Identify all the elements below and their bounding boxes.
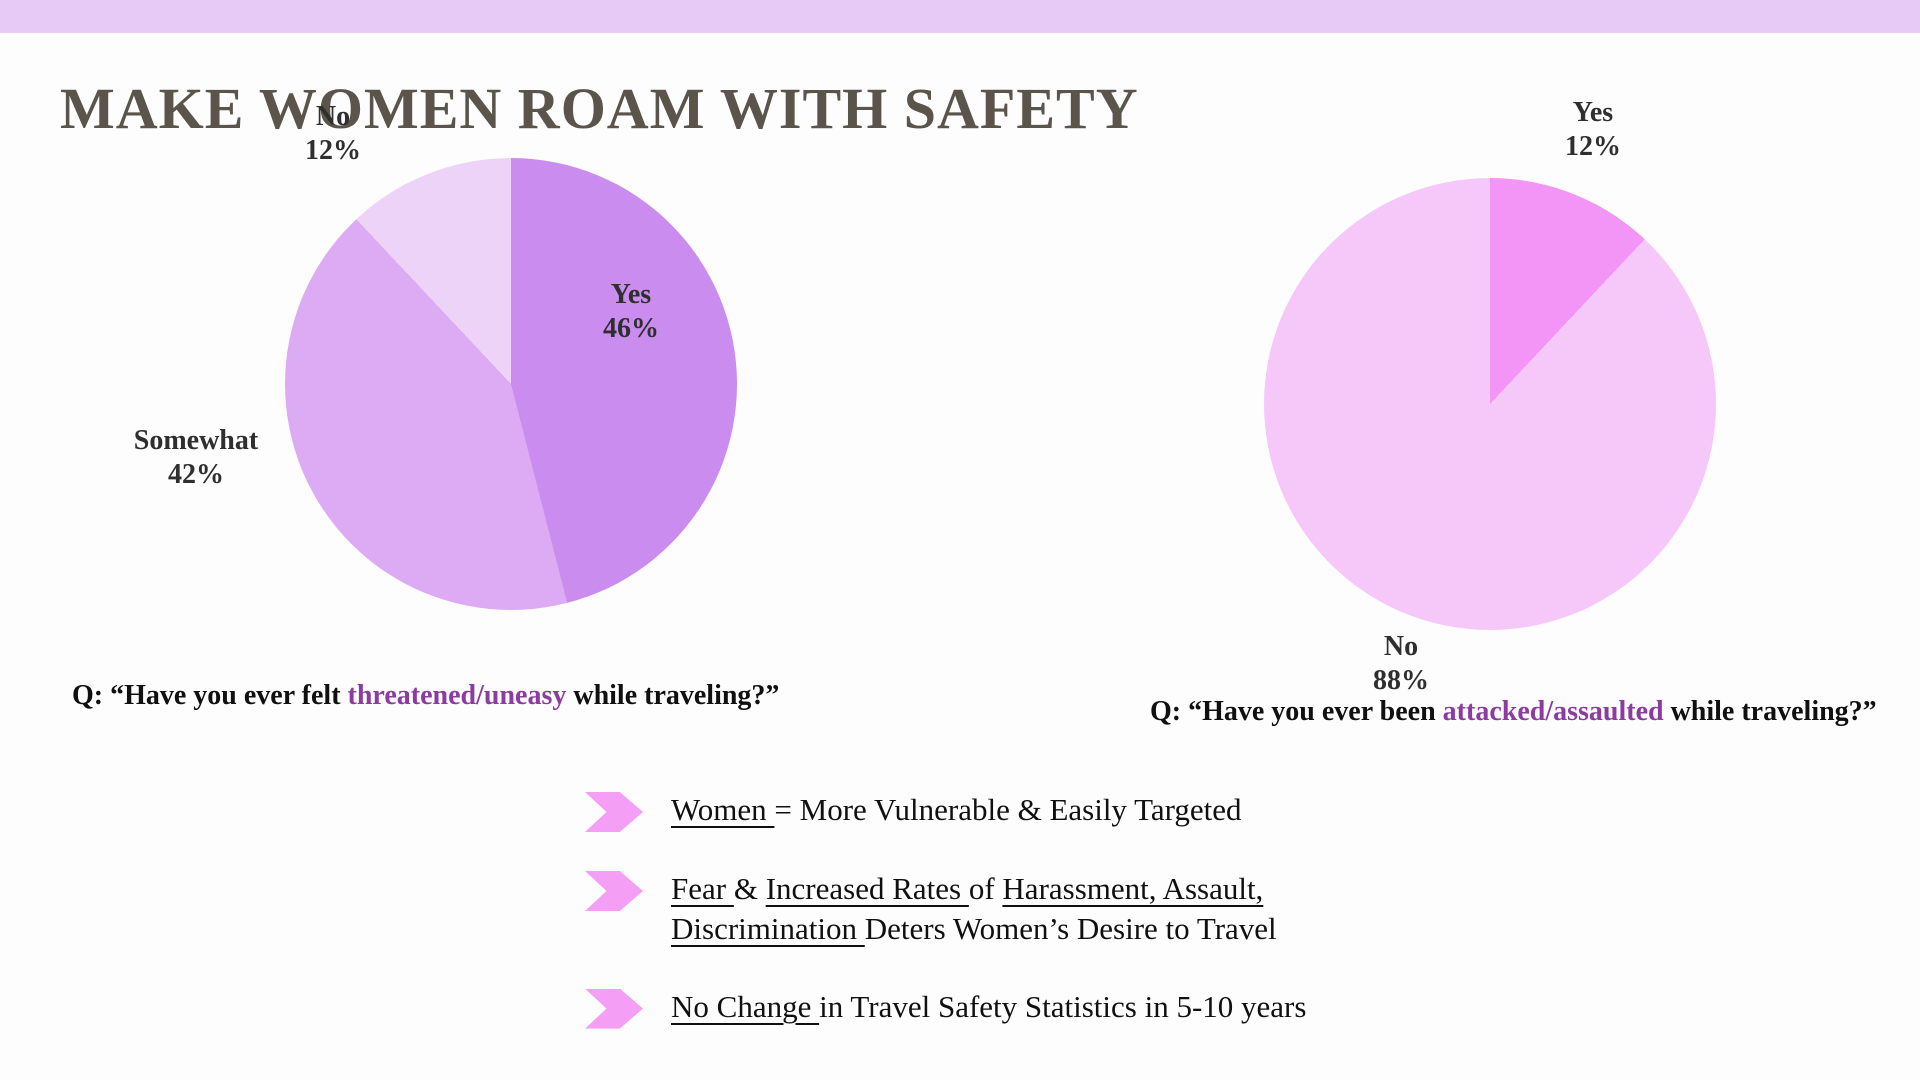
bullet-text-no-change-statistics: No Change in Travel Safety Statistics in… bbox=[671, 988, 1307, 1024]
pie-label-name: No bbox=[315, 101, 351, 132]
page-title: MAKE WOMEN ROAM WITH SAFETY bbox=[60, 75, 1139, 141]
list-item: No Change in Travel Safety Statistics in… bbox=[585, 987, 1385, 1029]
pie-label-pct: 12% bbox=[305, 135, 361, 167]
bullet-text-women-vulnerable: Women = More Vulnerable & Easily Targete… bbox=[671, 792, 1242, 827]
arrow-bullet-icon bbox=[585, 792, 643, 832]
key-points-list: Women = More Vulnerable & Easily Targete… bbox=[585, 790, 1385, 1066]
pie-chart-threatened bbox=[285, 158, 737, 610]
pie-label-no-right: No 88% bbox=[1336, 630, 1466, 698]
question-threatened: Q: “Have you ever felt threatened/uneasy… bbox=[72, 680, 780, 711]
bullet-text-fear-deters-travel: Fear & Increased Rates of Harassment, As… bbox=[671, 871, 1277, 947]
pie-label-name: Somewhat bbox=[133, 425, 259, 456]
pie-chart-attacked bbox=[1264, 178, 1716, 630]
arrow-bullet-icon bbox=[585, 871, 643, 911]
top-accent-bar bbox=[0, 0, 1920, 33]
arrow-bullet-icon bbox=[585, 988, 643, 1029]
pie-label-pct: 12% bbox=[1565, 131, 1621, 163]
pie-label-name: No bbox=[1383, 631, 1419, 662]
pie-label-pct: 46% bbox=[603, 313, 659, 345]
pie-label-no-left: No 12% bbox=[268, 100, 398, 168]
pie-label-somewhat-left: Somewhat 42% bbox=[110, 424, 282, 492]
pie-label-yes-left: Yes 46% bbox=[566, 278, 696, 346]
pie-label-name: Yes bbox=[1572, 97, 1614, 128]
list-item: Women = More Vulnerable & Easily Targete… bbox=[585, 790, 1385, 832]
list-item: Fear & Increased Rates of Harassment, As… bbox=[585, 869, 1385, 950]
pie-label-name: Yes bbox=[610, 279, 652, 310]
pie-label-pct: 42% bbox=[168, 459, 224, 491]
pie-label-yes-right: Yes 12% bbox=[1528, 96, 1658, 164]
pie-label-pct: 88% bbox=[1373, 665, 1429, 697]
question-attacked: Q: “Have you ever been attacked/assaulte… bbox=[1150, 696, 1877, 727]
